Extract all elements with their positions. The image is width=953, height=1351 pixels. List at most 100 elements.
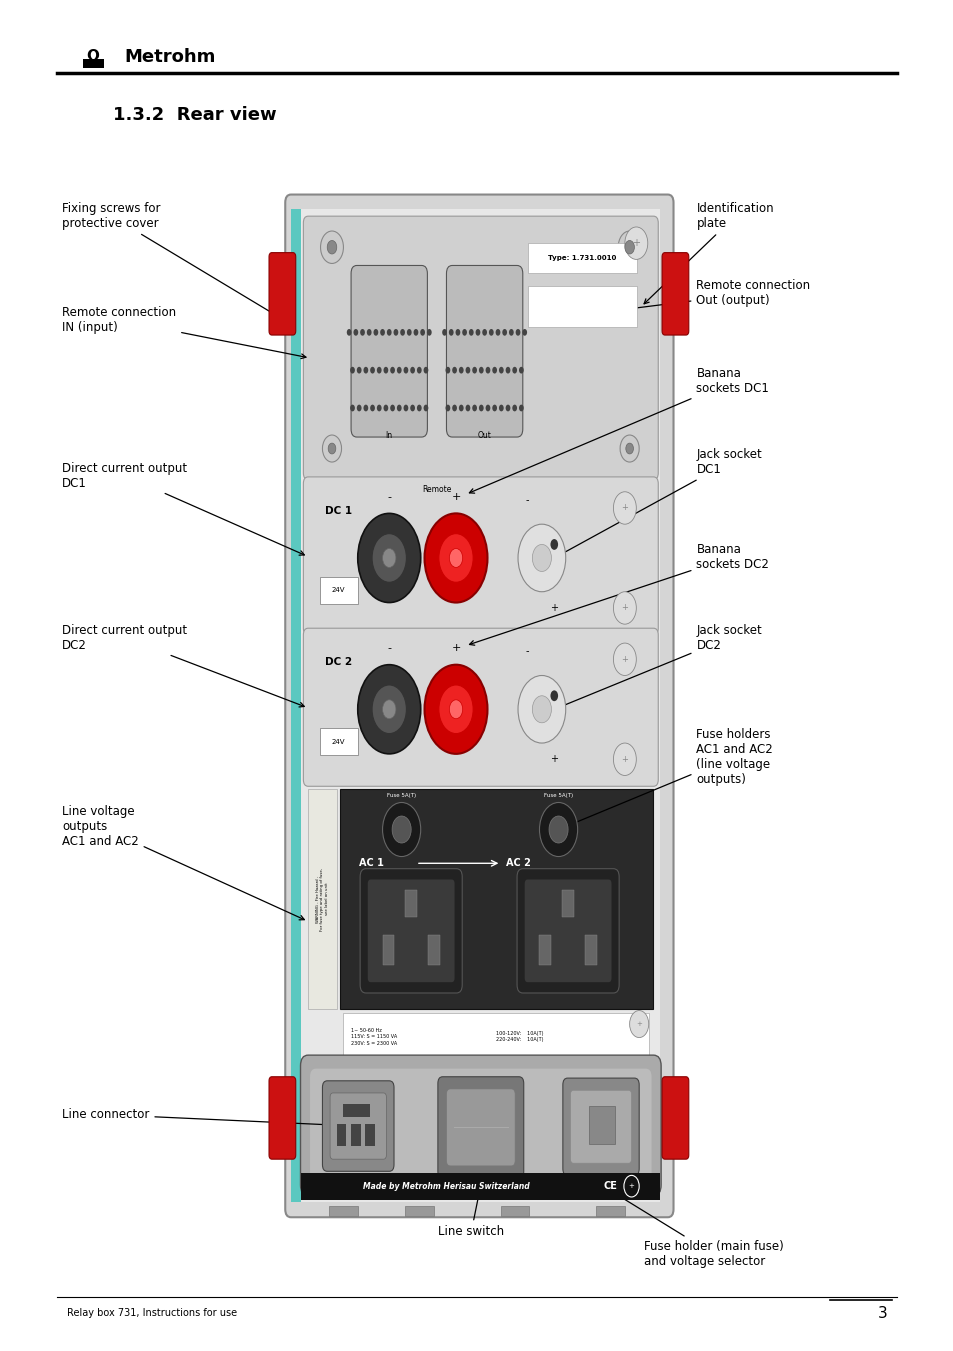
Bar [308, 789, 336, 1009]
Text: Jack socket
DC1: Jack socket DC1 [558, 449, 761, 557]
FancyBboxPatch shape [446, 266, 522, 438]
Bar [596, 1206, 624, 1216]
Circle shape [449, 700, 462, 719]
Text: -: - [525, 646, 529, 657]
Circle shape [532, 544, 551, 571]
Circle shape [492, 405, 497, 412]
Text: Remote: Remote [422, 485, 451, 493]
Text: DC 1: DC 1 [325, 505, 352, 516]
Circle shape [478, 405, 483, 412]
Circle shape [423, 366, 428, 374]
Text: Remote connection
IN (input): Remote connection IN (input) [62, 307, 306, 358]
Circle shape [458, 366, 463, 374]
Text: 24V: 24V [332, 739, 345, 744]
Circle shape [427, 330, 431, 336]
Circle shape [461, 330, 467, 336]
Circle shape [410, 366, 415, 374]
Circle shape [481, 330, 486, 336]
Circle shape [465, 405, 470, 412]
Circle shape [396, 366, 401, 374]
FancyBboxPatch shape [661, 1077, 688, 1159]
Circle shape [509, 330, 514, 336]
Circle shape [517, 524, 565, 592]
Circle shape [382, 549, 395, 567]
Circle shape [449, 549, 462, 567]
Circle shape [624, 227, 647, 259]
Text: Fixing screws for
protective cover: Fixing screws for protective cover [62, 203, 287, 322]
Circle shape [383, 366, 388, 374]
Bar [329, 1206, 357, 1216]
Circle shape [370, 405, 375, 412]
Circle shape [624, 240, 634, 254]
Circle shape [387, 330, 391, 336]
Text: AC 1: AC 1 [358, 858, 383, 869]
Bar [300, 1173, 659, 1200]
Bar [588, 1106, 615, 1144]
Circle shape [327, 240, 336, 254]
Circle shape [407, 330, 412, 336]
Text: Fuse 5A(T): Fuse 5A(T) [543, 793, 573, 798]
Text: In: In [385, 431, 393, 439]
FancyBboxPatch shape [570, 1090, 631, 1163]
Text: +: + [620, 655, 628, 663]
Text: Type: 1.731.0010: Type: 1.731.0010 [547, 255, 616, 261]
FancyBboxPatch shape [351, 266, 427, 438]
Circle shape [322, 435, 341, 462]
Circle shape [372, 534, 406, 582]
FancyBboxPatch shape [285, 195, 673, 1217]
Circle shape [350, 366, 355, 374]
FancyBboxPatch shape [322, 1081, 394, 1171]
Circle shape [438, 685, 473, 734]
Text: Identification
plate: Identification plate [643, 203, 773, 304]
Circle shape [370, 366, 375, 374]
Bar [527, 286, 637, 327]
Bar [500, 1206, 529, 1216]
Circle shape [396, 405, 401, 412]
Bar [405, 1206, 434, 1216]
Circle shape [379, 330, 384, 336]
Bar [291, 209, 300, 1202]
Circle shape [472, 366, 476, 374]
Circle shape [424, 513, 487, 603]
Bar [343, 1013, 648, 1061]
FancyBboxPatch shape [437, 1077, 523, 1178]
Bar [584, 935, 596, 965]
Circle shape [492, 366, 497, 374]
Bar [343, 1104, 370, 1117]
Circle shape [472, 405, 476, 412]
Circle shape [416, 366, 421, 374]
Circle shape [532, 696, 551, 723]
Bar [336, 1124, 346, 1146]
FancyBboxPatch shape [524, 880, 611, 982]
Circle shape [376, 405, 381, 412]
Circle shape [363, 366, 368, 374]
Circle shape [356, 405, 361, 412]
Text: +: + [550, 603, 558, 613]
Circle shape [518, 366, 523, 374]
Text: +: + [620, 504, 628, 512]
Text: +: + [451, 643, 460, 654]
Bar [319, 728, 357, 755]
Bar [319, 577, 357, 604]
Circle shape [392, 816, 411, 843]
Circle shape [518, 405, 523, 412]
Circle shape [403, 405, 408, 412]
Bar [365, 1124, 375, 1146]
Circle shape [420, 330, 425, 336]
Circle shape [452, 405, 456, 412]
Circle shape [505, 366, 510, 374]
Text: +: + [550, 754, 558, 765]
Text: Banana
sockets DC2: Banana sockets DC2 [469, 543, 768, 646]
Text: +: + [636, 1021, 641, 1027]
Circle shape [424, 665, 487, 754]
FancyBboxPatch shape [367, 880, 454, 982]
Circle shape [452, 366, 456, 374]
Circle shape [445, 366, 450, 374]
Circle shape [410, 405, 415, 412]
Circle shape [501, 330, 507, 336]
Circle shape [505, 405, 510, 412]
Circle shape [367, 330, 372, 336]
Circle shape [374, 330, 377, 336]
Circle shape [353, 330, 358, 336]
Text: Direct current output
DC2: Direct current output DC2 [62, 624, 304, 707]
